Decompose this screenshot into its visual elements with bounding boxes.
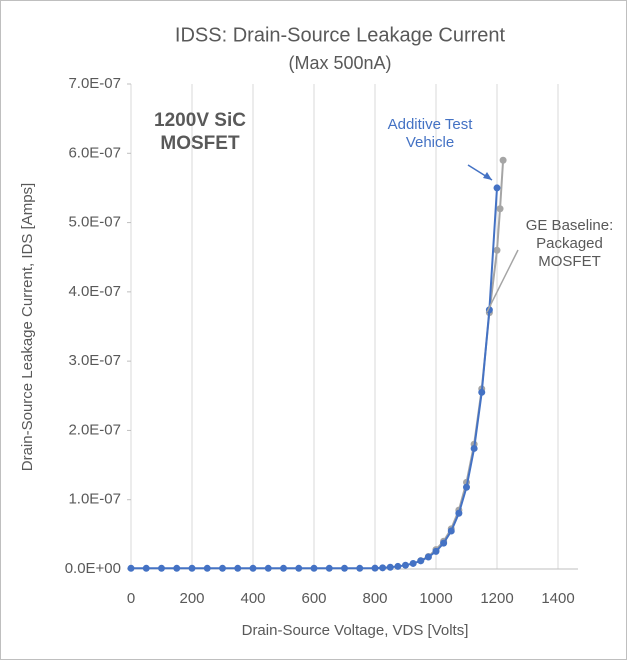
series-label: GE Baseline: Packaged MOSFET — [525, 217, 614, 270]
y-axis-label: Drain-Source Leakage Current, IDS [Amps] — [19, 183, 36, 471]
y-tick-label: 4.0E-07 — [68, 283, 121, 300]
data-point — [463, 483, 470, 491]
data-point — [127, 564, 135, 572]
data-point — [249, 564, 257, 572]
data-point — [440, 539, 448, 547]
data-point — [432, 547, 440, 555]
series-label: Additive Test Vehicle — [387, 116, 473, 151]
annotation-arrowhead — [483, 172, 492, 180]
data-point — [173, 564, 181, 572]
y-tick-label: 2.0E-07 — [68, 421, 121, 438]
x-axis-label: Drain-Source Voltage, VDS [Volts] — [242, 622, 469, 639]
data-point — [455, 509, 463, 517]
x-tick-label: 1400 — [541, 590, 574, 607]
data-point — [325, 564, 333, 572]
data-point — [219, 564, 226, 572]
data-point — [310, 564, 318, 572]
chart-title: IDSS: Drain-Source Leakage Current — [175, 24, 506, 46]
annotation-line — [486, 249, 519, 313]
data-point — [234, 564, 242, 572]
y-tick-label: 3.0E-07 — [68, 352, 121, 369]
grid: 0 200 400 600 800 1000 1200 1400 0.0E+00 1.0E-07 2… — [65, 75, 578, 607]
x-tick-label: 1000 — [419, 590, 452, 607]
data-point — [493, 184, 501, 192]
y-tick-label: 7.0E-07 — [68, 75, 121, 92]
data-point — [417, 557, 425, 565]
x-tick-label: 200 — [179, 590, 204, 607]
data-point — [158, 564, 165, 572]
data-point — [409, 559, 417, 567]
x-tick-label: 400 — [240, 590, 265, 607]
data-point — [379, 564, 387, 572]
data-point — [371, 564, 379, 572]
data-point — [394, 562, 402, 570]
data-point — [447, 527, 455, 535]
data-point — [424, 553, 432, 561]
y-tick-label: 5.0E-07 — [68, 214, 121, 231]
data-point — [493, 246, 501, 254]
data-point — [295, 564, 303, 572]
data-point — [496, 205, 504, 213]
data-point — [188, 564, 196, 572]
y-tick-label: 0.0E+00 — [65, 560, 121, 577]
data-point — [264, 564, 272, 572]
x-tick-label: 800 — [362, 590, 387, 607]
x-tick-label: 600 — [301, 590, 326, 607]
x-tick-label: 0 — [127, 590, 135, 607]
x-tick-label: 1200 — [480, 590, 513, 607]
data-point — [402, 561, 409, 569]
y-tick-label: 1.0E-07 — [68, 491, 121, 508]
data-point — [478, 388, 486, 396]
data-point — [470, 444, 478, 452]
data-point — [356, 564, 364, 572]
y-tick-label: 6.0E-07 — [68, 144, 121, 161]
chart-subtitle: (Max 500nA) — [288, 53, 391, 73]
data-point — [142, 564, 150, 572]
annotation: 1200V SiC MOSFET — [154, 110, 246, 154]
data-point — [386, 563, 394, 571]
data-point — [341, 564, 348, 572]
data-point — [203, 564, 211, 572]
data-point — [499, 156, 507, 164]
data-point — [280, 564, 287, 572]
